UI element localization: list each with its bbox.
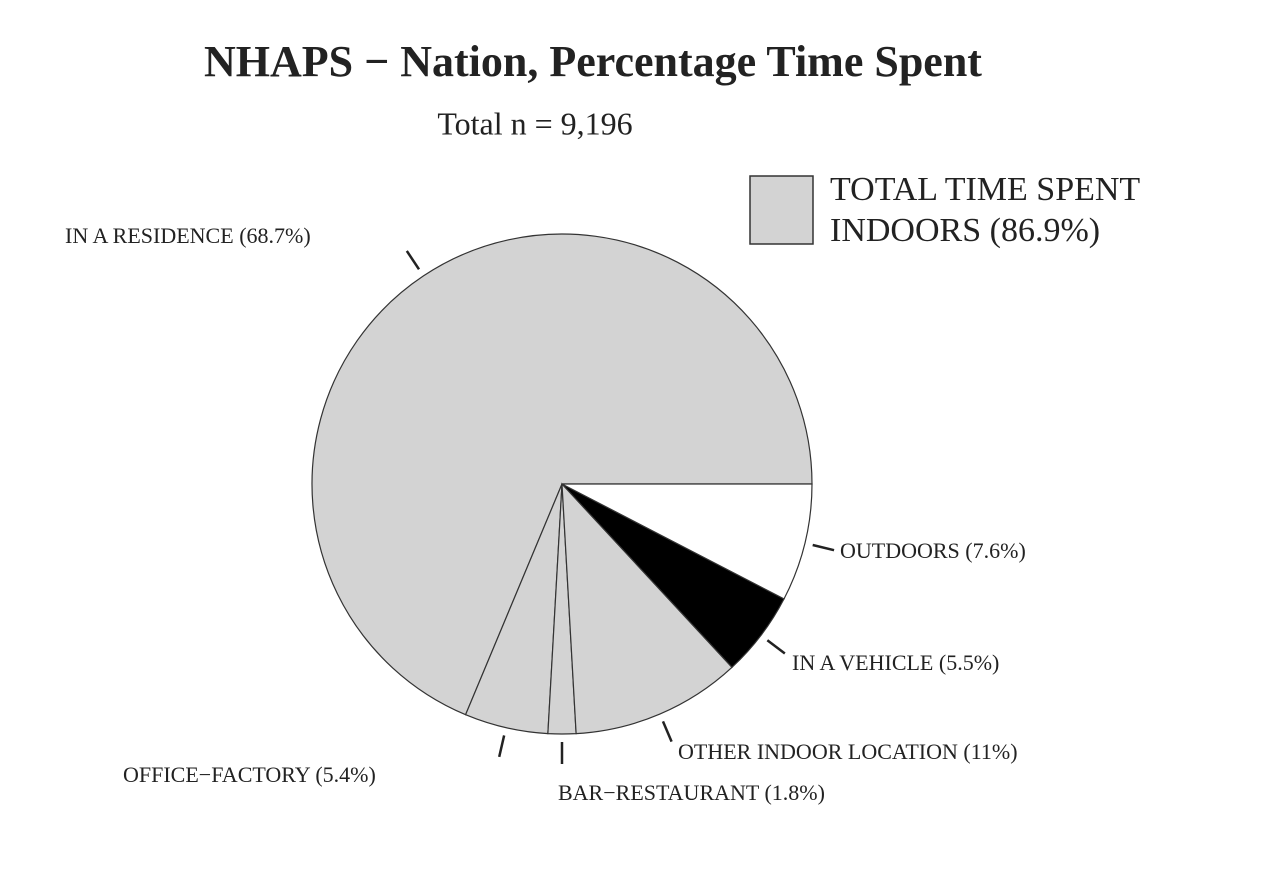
slice-label-name: OUTDOORS — [840, 538, 960, 563]
slice-label-name: BAR−RESTAURANT — [558, 780, 760, 805]
pie-slice — [311, 233, 813, 716]
slice-label-name: OTHER INDOOR LOCATION — [678, 739, 958, 764]
slice-label-name: IN A VEHICLE — [792, 650, 933, 675]
pie-slice — [561, 483, 813, 600]
legend-swatch — [749, 175, 814, 245]
slice-label: BAR−RESTAURANT (1.8%) — [558, 780, 825, 805]
slice-label-value: (68.7%) — [239, 223, 310, 248]
slice-label: OFFICE−FACTORY (5.4%) — [123, 762, 376, 787]
slice-label-value: (7.6%) — [965, 538, 1025, 563]
slice-label: OTHER INDOOR LOCATION (11%) — [678, 739, 1018, 764]
legend-label: TOTAL TIME SPENT — [830, 171, 1140, 208]
chart-title: NHAPS − Nation, Percentage Time Spent — [204, 37, 982, 86]
slice-label: IN A VEHICLE (5.5%) — [792, 650, 999, 675]
label-tick — [497, 735, 506, 758]
pie-slice — [561, 482, 733, 735]
slice-label-value: (5.5%) — [939, 650, 999, 675]
slice-label-name: OFFICE−FACTORY — [123, 762, 311, 787]
legend-label: INDOORS (86.9%) — [830, 212, 1100, 249]
slice-label: IN A RESIDENCE (68.7%) — [65, 223, 311, 248]
slice-label: OUTDOORS (7.6%) — [840, 538, 1026, 563]
label-tick — [766, 639, 786, 655]
slice-label-value: (5.4%) — [315, 762, 375, 787]
label-tick — [812, 543, 835, 552]
slice-label-name: IN A RESIDENCE — [65, 223, 234, 248]
chart-subtitle: Total n = 9,196 — [437, 105, 632, 141]
label-tick — [405, 250, 421, 270]
slice-label-value: (1.8%) — [764, 780, 824, 805]
slice-label-value: (11%) — [963, 739, 1017, 764]
label-tick — [661, 720, 673, 743]
